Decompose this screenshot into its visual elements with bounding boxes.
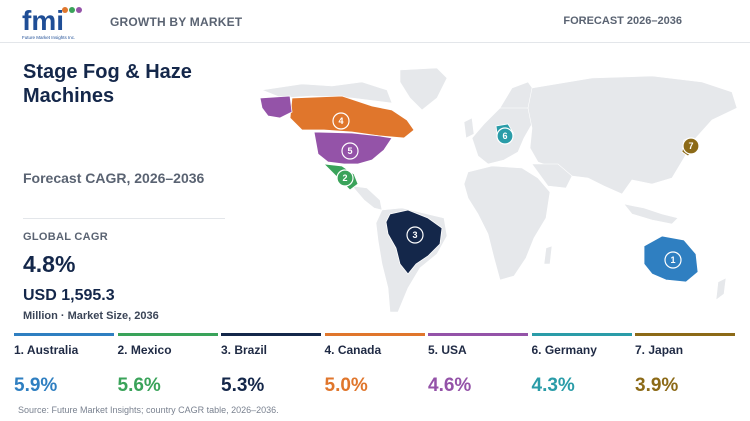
market-size-value: USD 1,595.3	[23, 287, 115, 304]
country-cagr-value: 5.9%	[14, 375, 58, 396]
country-item-australia: 1. Australia 5.9%	[14, 333, 114, 399]
header-bar: fmi Future Market Insights Inc. GROWTH B…	[0, 0, 750, 43]
marker-canada: 4	[332, 112, 350, 130]
global-cagr-label: GLOBAL CAGR	[23, 231, 108, 243]
country-name: 1. Australia	[14, 343, 79, 357]
country-name: 7. Japan	[635, 343, 684, 357]
marker-usa: 5	[341, 142, 359, 160]
country-item-brazil: 3. Brazil 5.3%	[221, 333, 321, 399]
svg-text:2: 2	[342, 173, 347, 183]
country-item-germany: 6. Germany 4.3%	[531, 333, 632, 399]
country-canada-shape	[289, 95, 415, 139]
country-cagr-value: 5.3%	[221, 375, 265, 396]
fmi-logo[interactable]: fmi Future Market Insights Inc.	[22, 6, 92, 42]
global-cagr-value: 4.8%	[23, 251, 76, 277]
country-name: 4. Canada	[324, 343, 382, 357]
country-item-mexico: 2. Mexico 5.6%	[117, 333, 218, 399]
logo-subtext: Future Market Insights Inc.	[22, 35, 75, 40]
logo-text: fmi	[22, 6, 64, 36]
country-usa-alaska-shape	[259, 95, 293, 119]
land-masses	[260, 68, 738, 313]
chart-title: Stage Fog & Haze Machines	[23, 61, 192, 107]
chart-subtitle: Forecast CAGR, 2026–2036	[23, 170, 205, 186]
country-name: 6. Germany	[531, 343, 597, 357]
marker-brazil: 3	[406, 226, 424, 244]
country-cagr-value: 5.0%	[324, 375, 368, 396]
country-color-bar	[221, 333, 321, 336]
country-color-bar	[117, 333, 218, 336]
rank-markers: 1 2 3 4 5 6 7	[332, 112, 700, 269]
svg-text:1: 1	[670, 255, 675, 265]
svg-text:5: 5	[347, 146, 352, 156]
marker-germany: 6	[496, 127, 514, 145]
svg-text:6: 6	[502, 131, 507, 141]
country-name: 3. Brazil	[221, 343, 268, 357]
svg-text:3: 3	[412, 230, 417, 240]
marker-japan: 7	[682, 137, 700, 155]
country-name: 5. USA	[428, 343, 467, 357]
growth-by-market-label: GROWTH BY MARKET	[110, 15, 243, 29]
forecast-period-label: FORECAST 2026–2036	[563, 15, 682, 27]
country-color-bar	[428, 333, 528, 336]
marker-australia: 1	[664, 251, 682, 269]
country-color-bar	[14, 333, 114, 336]
country-name: 2. Mexico	[117, 343, 172, 357]
divider	[23, 218, 225, 219]
country-color-bar	[531, 333, 632, 336]
svg-text:4: 4	[338, 116, 343, 126]
country-cagr-value: 4.3%	[531, 375, 575, 396]
country-cagr-value: 4.6%	[428, 375, 472, 396]
country-color-bar	[324, 333, 425, 336]
country-color-bar	[635, 333, 735, 336]
world-map: 1 2 3 4 5 6 7	[232, 68, 750, 318]
country-item-usa: 5. USA 4.6%	[428, 333, 528, 399]
market-size-unit: Million · Market Size, 2036	[23, 310, 159, 322]
svg-text:7: 7	[688, 141, 693, 151]
country-cagr-list: 1. Australia 5.9% 2. Mexico 5.6% 3. Brazil 5.…	[0, 333, 750, 399]
source-note: Source: Future Market Insights; country …	[18, 405, 279, 415]
country-cagr-value: 3.9%	[635, 375, 679, 396]
country-item-canada: 4. Canada 5.0%	[324, 333, 425, 399]
country-item-japan: 7. Japan 3.9%	[635, 333, 735, 399]
marker-mexico: 2	[336, 169, 354, 187]
country-cagr-value: 5.6%	[117, 375, 161, 396]
